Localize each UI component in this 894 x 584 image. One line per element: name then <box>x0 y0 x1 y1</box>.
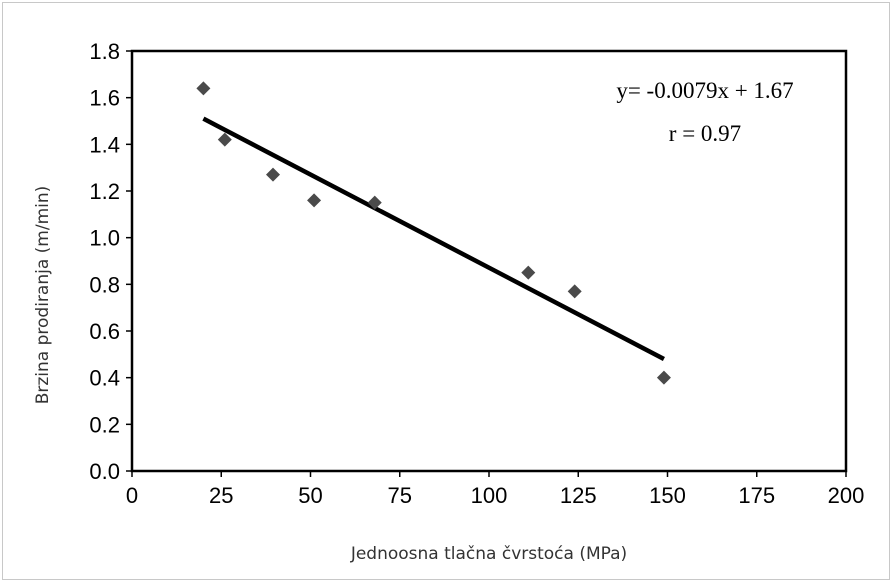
data-point <box>656 370 671 385</box>
data-point <box>307 193 322 208</box>
data-point <box>196 81 211 96</box>
y-tick-label: 0.4 <box>89 366 120 391</box>
y-tick-label: 0.8 <box>89 272 120 297</box>
axes <box>126 49 848 477</box>
x-tick-label: 0 <box>126 483 138 508</box>
x-tick-label: 200 <box>828 483 865 508</box>
data-point <box>521 265 536 280</box>
data-point <box>217 132 232 147</box>
y-tick-labels: 0.0 0.2 0.4 0.6 0.8 1.0 1.2 1.4 1.6 1.8 <box>89 39 120 484</box>
data-point <box>367 195 382 210</box>
correlation-coefficient: r = 0.97 <box>669 121 741 146</box>
x-tick-label: 25 <box>209 483 233 508</box>
y-axis-label: Brzina prodiranja (m/min) <box>33 186 53 405</box>
y-tick-label: 1.0 <box>89 226 120 251</box>
regression-equation: y= -0.0079x + 1.67 <box>616 78 793 103</box>
data-marks <box>196 81 671 385</box>
x-tick-label: 150 <box>649 483 686 508</box>
regression-line <box>202 116 665 361</box>
y-tick-label: 1.8 <box>89 39 120 64</box>
y-tick-label: 0.0 <box>89 459 120 484</box>
plot-area-border <box>130 49 848 473</box>
x-tick-label: 75 <box>388 483 412 508</box>
y-tick-label: 0.2 <box>89 412 120 437</box>
y-tick-label: 1.4 <box>89 132 120 157</box>
x-tick-label: 125 <box>560 483 597 508</box>
y-tick-label: 0.6 <box>89 319 120 344</box>
x-tick-label: 100 <box>471 483 508 508</box>
x-tick-labels: 0 25 50 75 100 125 150 175 200 <box>126 483 864 508</box>
data-point <box>266 167 281 182</box>
x-axis-label: Jednoosna tlačna čvrstoća (MPa) <box>350 544 627 564</box>
y-tick-label: 1.2 <box>89 179 120 204</box>
x-tick-label: 175 <box>738 483 775 508</box>
y-tick-label: 1.6 <box>89 86 120 111</box>
data-point <box>567 284 582 299</box>
x-tick-label: 50 <box>298 483 322 508</box>
